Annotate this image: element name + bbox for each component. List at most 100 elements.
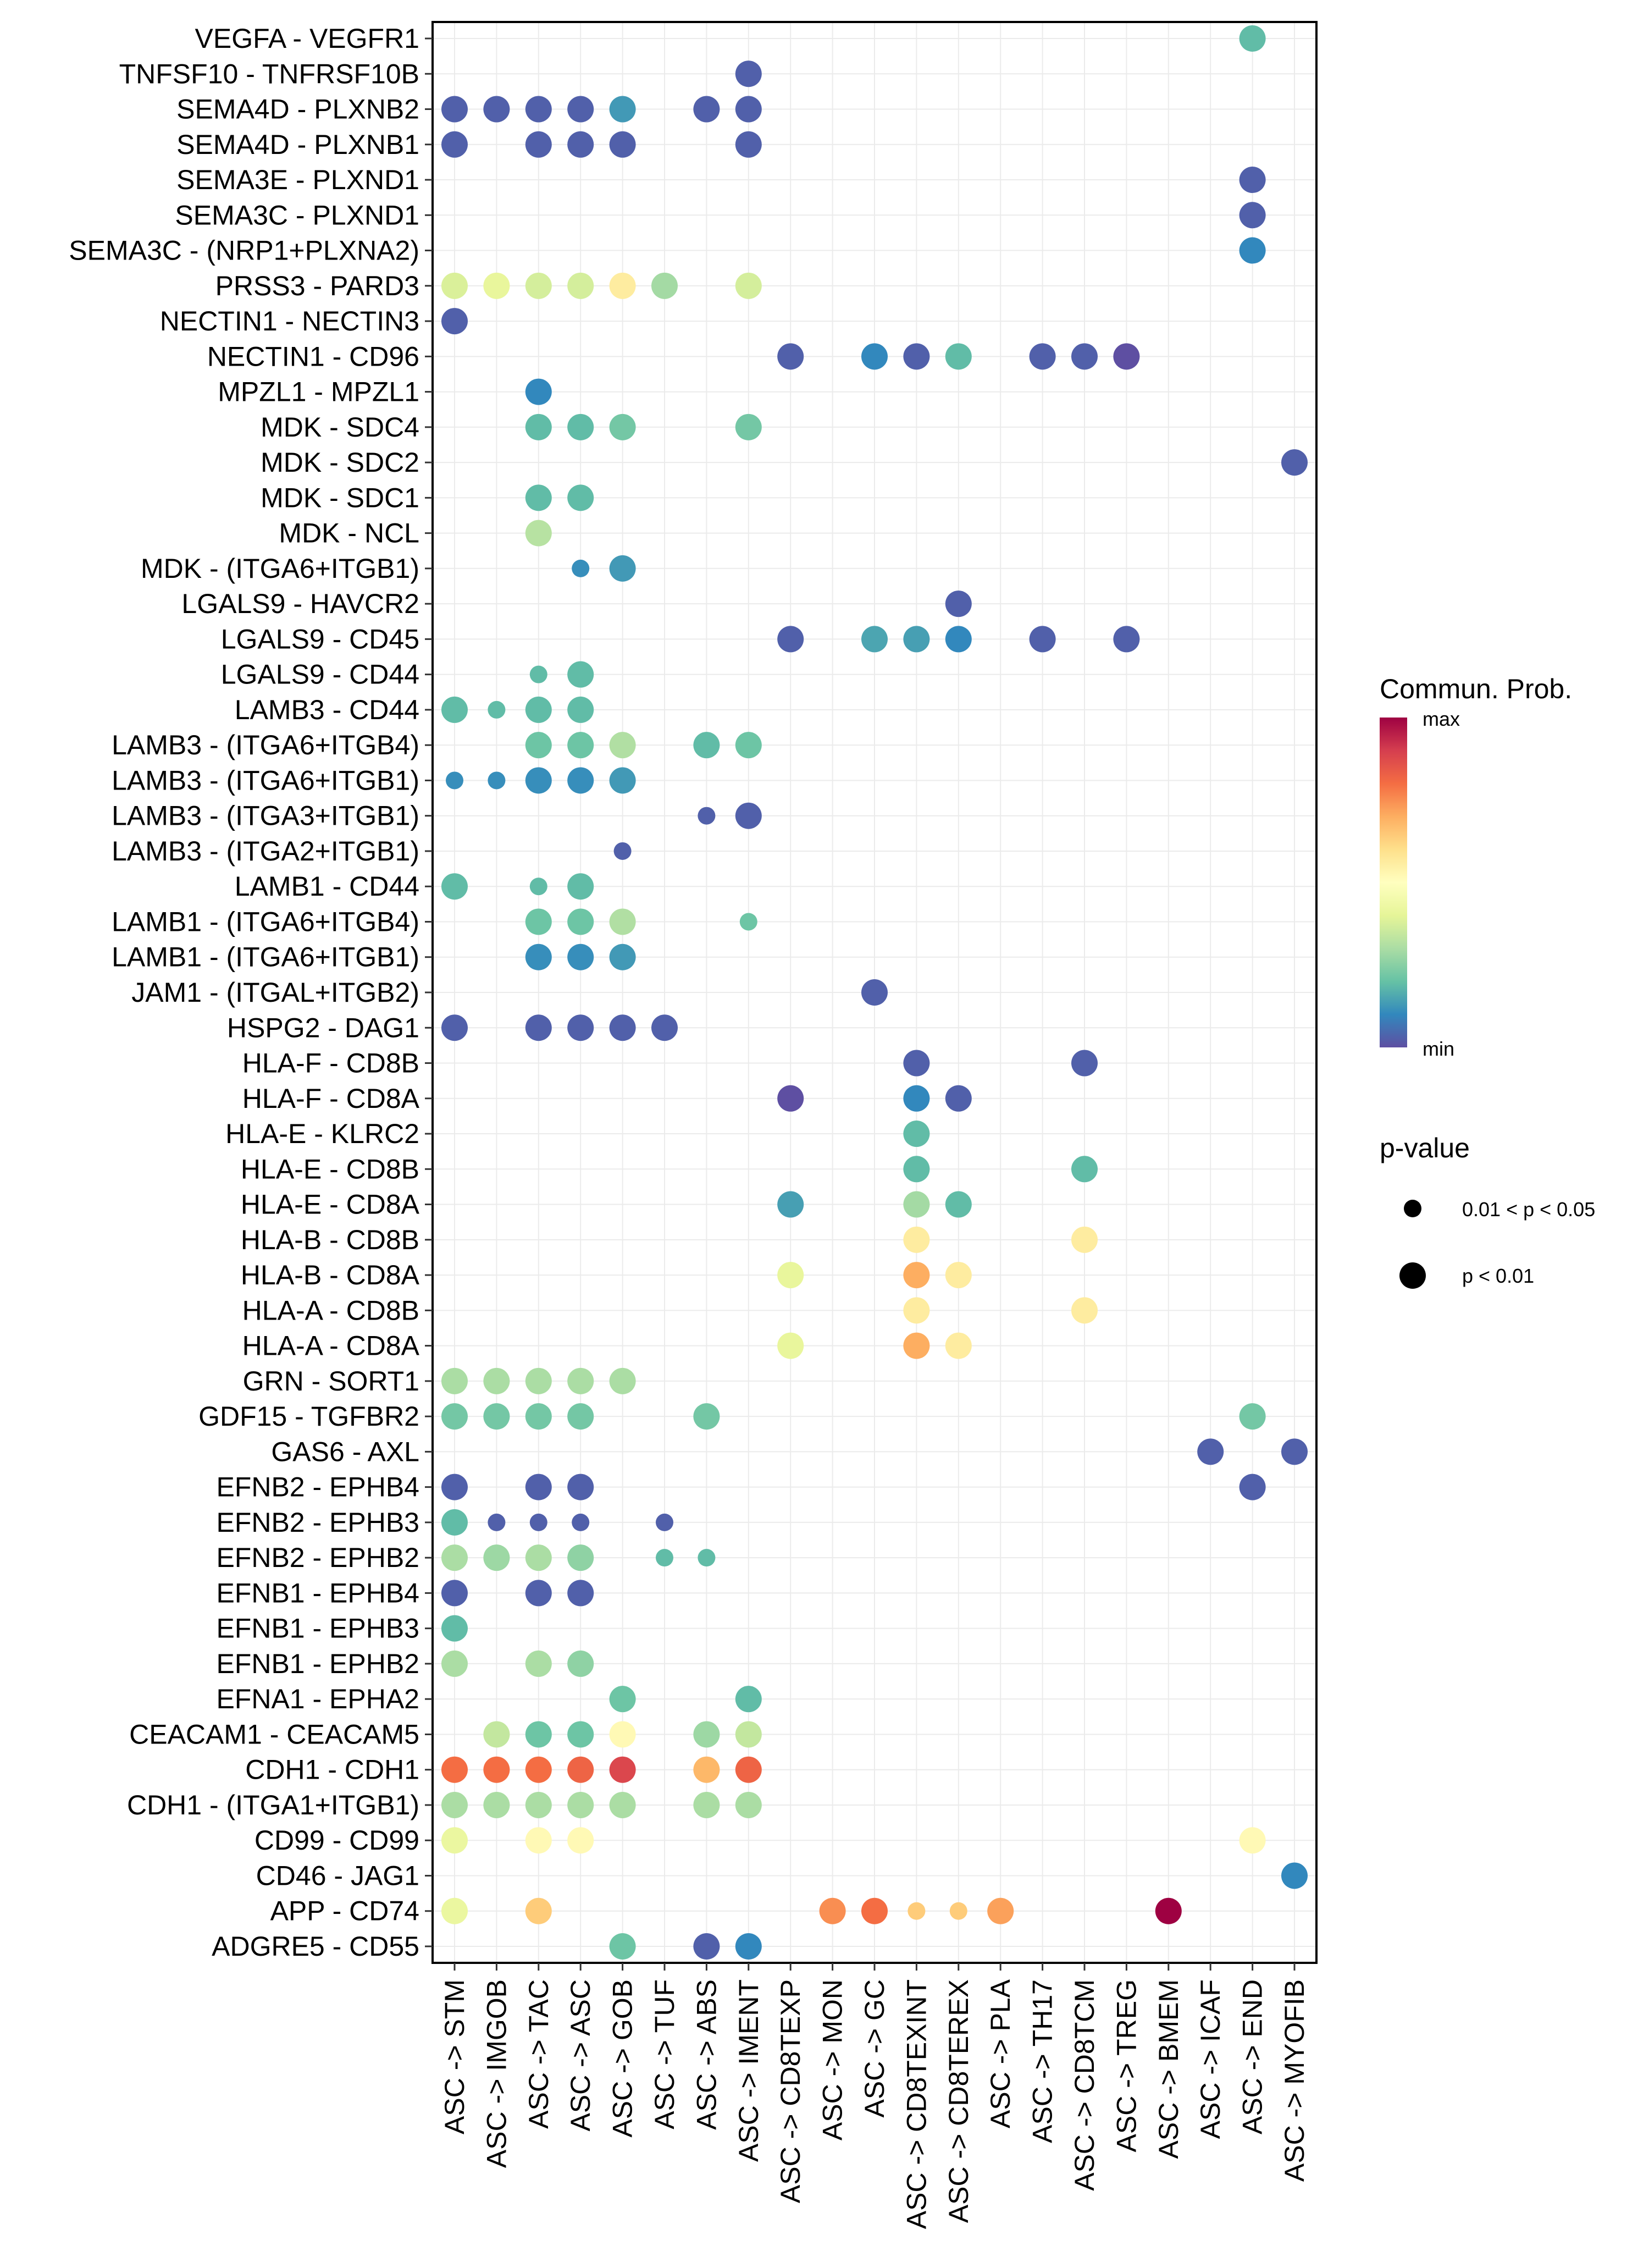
data-point [609,732,636,759]
data-point [441,1827,468,1854]
data-point [441,131,468,158]
data-point [735,1791,762,1818]
data-point [609,943,636,970]
data-point [483,1403,510,1430]
data-point [567,1544,594,1571]
y-tick-label: SEMA3C - PLXND1 [175,200,419,230]
data-point [945,1085,972,1112]
y-tick-label: VEGFA - VEGFR1 [195,23,419,54]
y-tick-label: HLA-F - CD8A [242,1083,420,1114]
data-point [903,343,930,370]
data-point [987,1897,1014,1924]
data-point [525,1650,552,1677]
x-tick-label: ASC -> CD8TEXINT [901,1979,932,2229]
data-point [483,1791,510,1818]
data-point [525,1367,552,1394]
y-tick-label: SEMA4D - PLXNB2 [176,94,419,125]
data-point [735,1686,762,1713]
y-tick-label: MPZL1 - MPZL1 [218,377,419,407]
data-point [1239,202,1266,229]
data-point [903,1191,930,1218]
data-point [698,1549,716,1567]
data-point [567,131,594,158]
data-point [609,1791,636,1818]
data-point [567,767,594,794]
y-tick-label: LAMB1 - (ITGA6+ITGB1) [112,942,419,973]
size-legend-large-label: p < 0.01 [1462,1265,1534,1287]
data-point [861,626,888,653]
data-point [861,1897,888,1924]
data-point [1281,1862,1308,1889]
y-tick-label: HSPG2 - DAG1 [227,1012,419,1043]
data-point [525,1474,552,1500]
data-point [861,979,888,1006]
y-tick-label: MDK - SDC4 [261,412,419,443]
size-legend-small-dot [1404,1200,1421,1217]
y-tick-label: LAMB3 - (ITGA3+ITGB1) [112,801,419,831]
y-tick-label: EFNB1 - EPHB2 [216,1648,419,1679]
y-tick-label: LGALS9 - CD45 [221,623,419,654]
x-tick-label: ASC -> CD8TEREX [943,1979,974,2223]
data-point [903,1332,930,1359]
data-point [698,807,716,825]
data-point [529,665,547,683]
data-point [525,272,552,299]
data-point [735,1933,762,1960]
size-legend-small-label: 0.01 < p < 0.05 [1462,1198,1595,1221]
x-tick-label: ASC -> CD8TEXP [775,1979,806,2203]
data-point [488,700,506,719]
data-point [525,131,552,158]
y-tick-label: HLA-E - KLRC2 [225,1118,419,1149]
data-point [735,413,762,440]
data-point [441,1014,468,1041]
data-point [483,1721,510,1748]
data-point [945,1262,972,1289]
data-point [567,1721,594,1748]
data-point [903,1226,930,1253]
y-tick-label: HLA-A - CD8A [242,1331,420,1361]
data-point [567,1756,594,1783]
x-tick-label: ASC -> MYOFIB [1279,1979,1310,2182]
color-legend-max-label: max [1423,708,1460,730]
data-point [945,1191,972,1218]
y-tick-label: MDK - (ITGA6+ITGB1) [141,553,419,584]
data-point [609,131,636,158]
data-point [525,1827,552,1854]
y-tick-label: ADGRE5 - CD55 [212,1931,419,1962]
data-point [441,1615,468,1642]
data-point [651,272,678,299]
data-point [567,661,594,688]
x-tick-label: ASC -> PLA [985,1979,1016,2128]
y-tick-label: EFNB2 - EPHB3 [216,1507,419,1538]
data-point [1071,1156,1098,1183]
data-point [609,1686,636,1713]
data-point [613,842,632,860]
data-point [1071,1226,1098,1253]
data-point [483,1756,510,1783]
data-point [525,378,552,405]
data-point [567,732,594,759]
data-point [483,1367,510,1394]
data-point [945,591,972,617]
data-point [693,96,720,123]
data-point [525,1756,552,1783]
data-point [861,343,888,370]
size-legend-large-dot [1399,1262,1426,1289]
data-point [1113,626,1140,653]
data-point [903,1262,930,1289]
y-tick-label: HLA-E - CD8A [241,1189,420,1220]
y-tick-label: JAM1 - (ITGAL+ITGB2) [131,977,419,1008]
y-tick-label: CEACAM1 - CEACAM5 [129,1719,419,1750]
data-point [572,559,590,577]
data-point [525,943,552,970]
data-point [529,1513,547,1531]
data-point [567,908,594,935]
data-point [441,272,468,299]
x-tick-label: ASC -> TH17 [1027,1979,1058,2143]
y-tick-label: LAMB3 - (ITGA2+ITGB1) [112,836,419,867]
data-point [567,1791,594,1818]
data-point [777,1191,804,1218]
data-point [525,1721,552,1748]
x-tick-label: ASC -> IMGOB [481,1979,512,2168]
data-point [609,1367,636,1394]
